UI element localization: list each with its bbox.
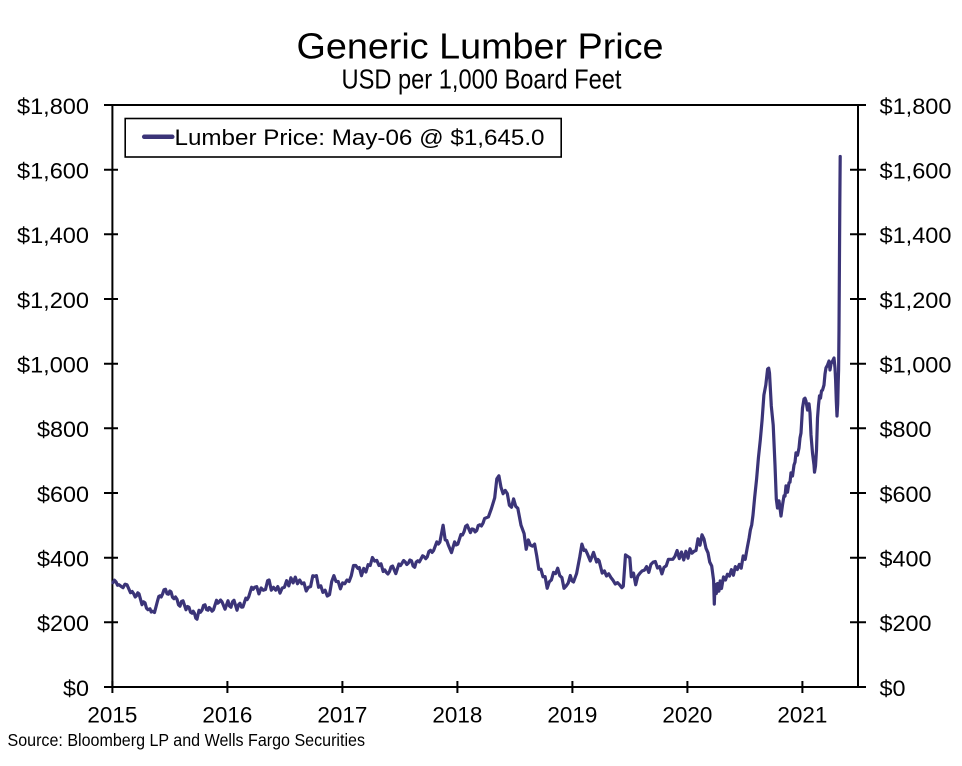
svg-text:$0: $0 xyxy=(63,676,89,701)
svg-text:$600: $600 xyxy=(880,482,932,507)
svg-text:2019: 2019 xyxy=(547,703,597,728)
svg-text:$1,800: $1,800 xyxy=(880,94,952,119)
svg-text:$0: $0 xyxy=(880,676,906,701)
svg-text:2016: 2016 xyxy=(202,703,252,728)
svg-text:$1,200: $1,200 xyxy=(17,288,89,313)
svg-text:2018: 2018 xyxy=(432,703,482,728)
svg-text:$1,600: $1,600 xyxy=(17,159,89,184)
svg-text:$200: $200 xyxy=(37,611,89,636)
svg-text:$400: $400 xyxy=(880,547,932,572)
svg-text:$800: $800 xyxy=(880,417,932,442)
svg-text:2015: 2015 xyxy=(87,703,137,728)
svg-text:$600: $600 xyxy=(37,482,89,507)
svg-text:$800: $800 xyxy=(37,417,89,442)
svg-text:$1,200: $1,200 xyxy=(880,288,952,313)
svg-text:Lumber Price: May-06 @ $1,645.: Lumber Price: May-06 @ $1,645.0 xyxy=(175,125,545,150)
svg-text:Generic Lumber Price: Generic Lumber Price xyxy=(297,26,664,67)
svg-text:$1,800: $1,800 xyxy=(17,94,89,119)
svg-text:2021: 2021 xyxy=(777,703,827,728)
svg-text:$1,400: $1,400 xyxy=(880,223,952,248)
svg-text:$1,000: $1,000 xyxy=(880,353,952,378)
svg-text:$200: $200 xyxy=(880,611,932,636)
svg-text:2020: 2020 xyxy=(662,703,712,728)
svg-text:$1,000: $1,000 xyxy=(17,353,89,378)
svg-text:$1,400: $1,400 xyxy=(17,223,89,248)
svg-text:$1,600: $1,600 xyxy=(880,159,952,184)
svg-text:Source: Bloomberg LP and Wells: Source: Bloomberg LP and Wells Fargo Sec… xyxy=(8,730,366,750)
svg-text:USD per 1,000 Board Feet: USD per 1,000 Board Feet xyxy=(342,63,622,94)
svg-text:$400: $400 xyxy=(37,547,89,572)
svg-text:2017: 2017 xyxy=(317,703,367,728)
